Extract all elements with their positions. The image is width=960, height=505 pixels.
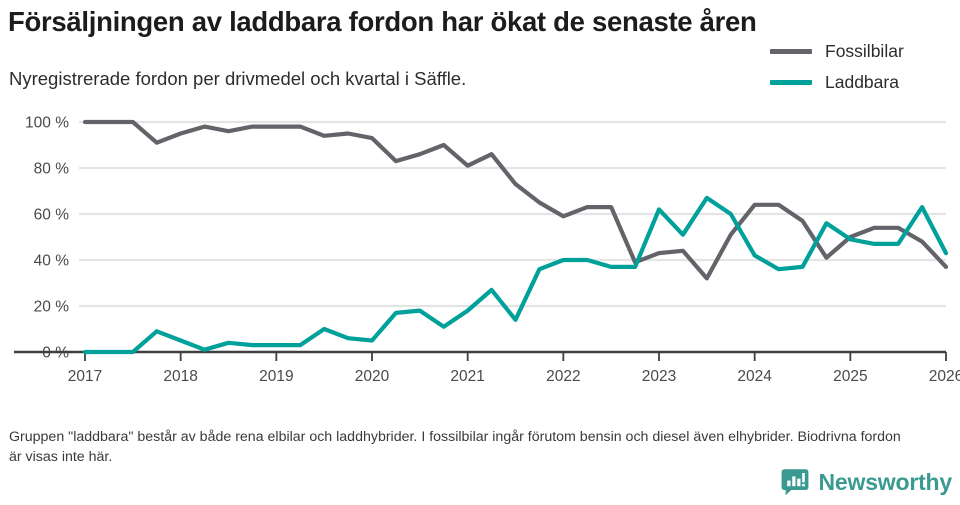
- y-axis-tick-label: 20 %: [34, 299, 70, 316]
- y-axis-tick-label: 40 %: [34, 253, 70, 270]
- x-axis-tick-labels: 2017 2018 2019 2020 2021 2022 2023 2024 2025 2026: [68, 368, 960, 385]
- legend-label-fossilbilar: Fossilbilar: [825, 41, 904, 61]
- x-axis-tick-label: 2024: [737, 368, 772, 385]
- x-axis-tick-label: 2021: [450, 368, 484, 385]
- legend-label-laddbara: Laddbara: [825, 72, 899, 92]
- chart-subtitle: Nyregistrerade fordon per drivmedel och …: [9, 68, 467, 89]
- x-axis-tick-label: 2020: [355, 368, 390, 385]
- y-axis-tick-label: 60 %: [34, 207, 70, 224]
- x-axis-tick-label: 2022: [546, 368, 580, 385]
- x-axis-tick-label: 2019: [259, 368, 293, 385]
- x-axis-tick-label: 2017: [68, 368, 102, 385]
- page-title: Försäljningen av laddbara fordon har öka…: [8, 6, 757, 37]
- legend-swatch-fossilbilar: [770, 49, 812, 54]
- brand-name: Newsworthy: [818, 468, 953, 495]
- y-axis-tick-labels: 0 %20 %40 %60 %80 %100 %: [25, 115, 69, 362]
- bar-chart-bubble-icon: [781, 469, 808, 496]
- chart-footnote: Gruppen "laddbara" består av både rena e…: [9, 429, 901, 466]
- y-axis-tick-label: 80 %: [34, 161, 70, 178]
- chart-series-lines: [82, 119, 949, 355]
- x-axis-tick-label: 2025: [833, 368, 867, 385]
- y-axis-tick-label: 100 %: [25, 115, 69, 132]
- newsworthy-logo[interactable]: Newsworthy: [780, 467, 952, 497]
- series-line-fossilbilar: [82, 119, 949, 281]
- line-chart-svg: 0 %20 %40 %60 %80 %100 % 201720182019202…: [14, 115, 960, 385]
- x-axis-ticks: [84, 352, 947, 361]
- legend-swatch-laddbara: [770, 80, 812, 85]
- series-line-laddbara: [82, 195, 949, 355]
- x-axis-tick-label: 2018: [163, 368, 197, 385]
- legend-item-laddbara[interactable]: Laddbara: [770, 67, 960, 98]
- chart-plot-area: 0 %20 %40 %60 %80 %100 % 201720182019202…: [0, 105, 960, 395]
- chart-gridlines: [79, 120, 946, 308]
- x-axis-tick-label: 2023: [642, 368, 676, 385]
- chart-legend: Fossilbilar Laddbara: [770, 36, 960, 98]
- legend-item-fossilbilar[interactable]: Fossilbilar: [770, 36, 960, 67]
- x-axis-tick-label: 2026: [929, 368, 960, 385]
